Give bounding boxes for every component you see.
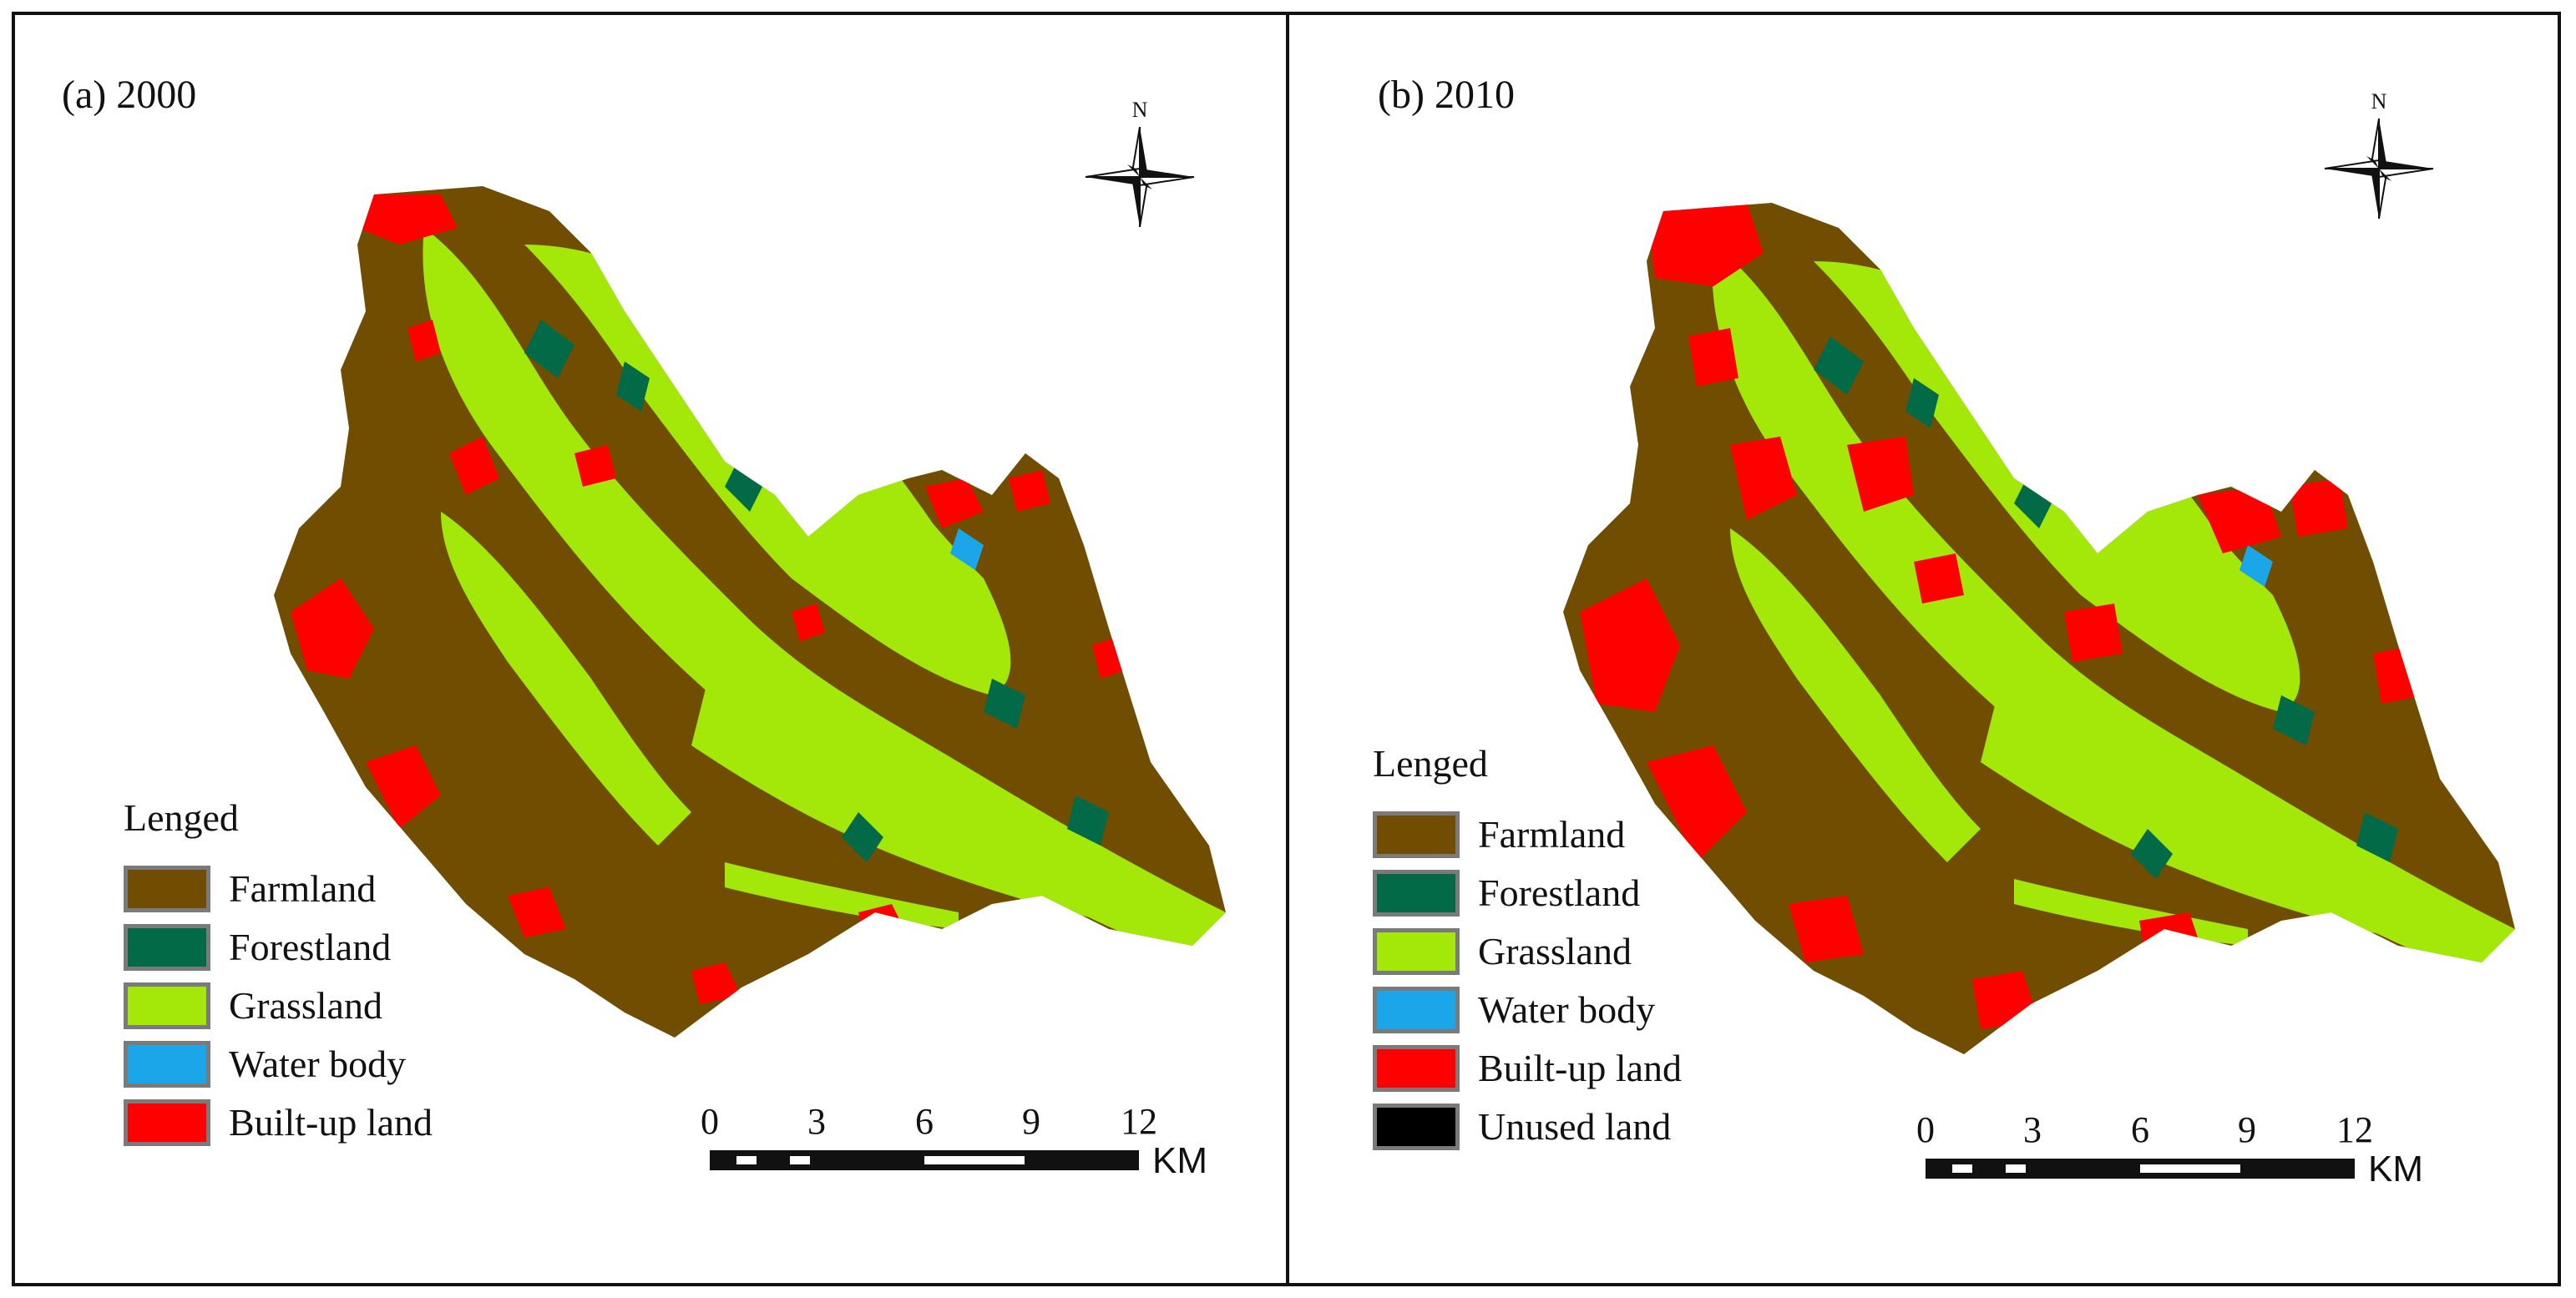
legend-swatch <box>1373 987 1460 1033</box>
legend-item-grassland: Grassland <box>1373 922 1682 981</box>
scale-bar-track <box>1926 1159 2355 1179</box>
legend-label: Forestland <box>229 926 392 968</box>
scale-bar-track <box>710 1150 1139 1170</box>
legend-label: Built-up land <box>229 1101 433 1144</box>
legend-swatch <box>1373 1104 1460 1150</box>
legend-label: Grassland <box>1478 930 1632 972</box>
north-label: N <box>1132 98 1148 122</box>
land-use-map-2010 <box>1563 203 2515 1054</box>
legend-label: Water body <box>1478 988 1656 1031</box>
scale-bar: 0 3 6 9 12 KM <box>1916 1109 2477 1200</box>
scale-tick: 6 <box>915 1101 934 1142</box>
panel-title: (b) 2010 <box>1378 73 1515 117</box>
legend-item-farmland: Farmland <box>124 860 433 918</box>
legend: Lenged Farmland Forestland Grassland Wat… <box>124 795 433 1152</box>
scale-unit: KM <box>1152 1140 1207 1181</box>
legend-label: Water body <box>229 1043 407 1085</box>
legend-swatch <box>124 924 210 971</box>
legend-item-unused-land: Unused land <box>1373 1098 1682 1156</box>
legend-item-grassland: Grassland <box>124 977 433 1035</box>
map-panel-2010: (b) 2010 N <box>1289 15 2558 1283</box>
legend-swatch <box>124 1099 210 1146</box>
map-panel-2000: (a) 2000 N <box>15 15 1286 1283</box>
legend-swatch <box>1373 870 1460 917</box>
legend: Lenged Farmland Forestland Grassland Wat… <box>1373 741 1682 1156</box>
scale-unit: KM <box>2368 1149 2423 1189</box>
legend-title: Lenged <box>1373 742 1488 785</box>
panel-title: (a) 2000 <box>62 73 197 117</box>
land-use-map-2000 <box>274 186 1226 1038</box>
north-arrow-icon: N <box>1085 98 1195 228</box>
north-arrow: N <box>2316 75 2442 238</box>
legend-swatch <box>1373 1045 1460 1092</box>
legend-item-water-body: Water body <box>124 1035 433 1093</box>
legend-swatch <box>124 982 210 1029</box>
scale-bar: 0 3 6 9 12 KM <box>701 1100 1261 1192</box>
legend-label: Built-up land <box>1478 1047 1683 1089</box>
legend-item-forestland: Forestland <box>1373 864 1682 922</box>
legend-swatch <box>1373 811 1460 858</box>
panel-divider <box>1286 12 1289 1286</box>
legend-label: Unused land <box>1478 1105 1672 1148</box>
scale-tick: 12 <box>2336 1109 2373 1150</box>
legend-label: Farmland <box>1478 813 1626 856</box>
legend-label: Farmland <box>229 867 377 910</box>
north-arrow-icon: N <box>2324 89 2434 220</box>
scale-tick: 9 <box>1022 1101 1040 1142</box>
scale-tick: 3 <box>2023 1109 2042 1150</box>
scale-tick: 0 <box>1916 1109 1935 1150</box>
scale-tick: 12 <box>1121 1101 1157 1142</box>
scale-tick: 3 <box>807 1101 826 1142</box>
scale-tick: 6 <box>2131 1109 2149 1150</box>
legend-label: Grassland <box>229 984 382 1027</box>
legend-item-built-up-land: Built-up land <box>124 1093 433 1152</box>
legend-item-built-up-land: Built-up land <box>1373 1039 1682 1098</box>
legend-swatch <box>124 1041 210 1088</box>
scale-tick: 0 <box>701 1101 719 1142</box>
north-label: N <box>2371 89 2387 114</box>
scale-tick: 9 <box>2238 1109 2256 1150</box>
legend-swatch <box>1373 928 1460 975</box>
legend-item-forestland: Forestland <box>124 918 433 977</box>
legend-swatch <box>124 866 210 912</box>
legend-item-water-body: Water body <box>1373 981 1682 1039</box>
north-arrow: N <box>1077 83 1202 246</box>
legend-item-farmland: Farmland <box>1373 806 1682 864</box>
legend-title: Lenged <box>124 796 239 839</box>
legend-label: Forestland <box>1478 871 1641 914</box>
